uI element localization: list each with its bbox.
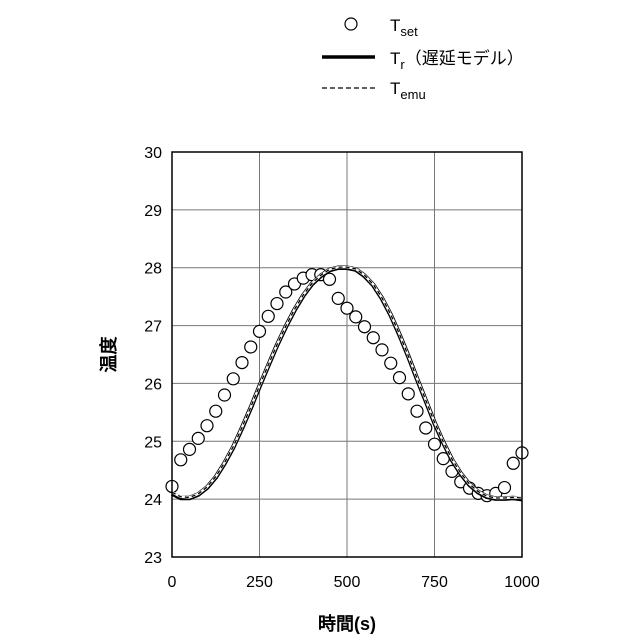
legend: Tset Tr（遅延モデル） Temu (322, 16, 524, 102)
data-point-tset (359, 321, 371, 333)
x-tick-label: 1000 (504, 574, 540, 591)
data-point-tset (184, 443, 196, 455)
data-point-tset (245, 341, 257, 353)
data-point-tset (332, 292, 344, 304)
y-tick-label: 28 (144, 261, 162, 278)
y-axis-label: 温度 (98, 336, 119, 373)
data-point-tset (227, 373, 239, 385)
data-point-tset (385, 357, 397, 369)
data-point-tset (236, 357, 248, 369)
data-point-tset (219, 389, 231, 401)
x-axis-label: 時間(s) (318, 614, 376, 634)
data-point-tset (507, 457, 519, 469)
data-point-tset (376, 344, 388, 356)
x-tick-label: 0 (168, 574, 177, 591)
grid-lines (172, 152, 522, 557)
y-tick-label: 30 (144, 145, 162, 162)
data-point-tset (192, 432, 204, 444)
data-point-tset (420, 422, 432, 434)
y-tick-label: 27 (144, 319, 162, 336)
x-tick-label: 500 (334, 574, 361, 591)
legend-label: Temu (390, 79, 426, 102)
data-point-tset (499, 482, 511, 494)
data-point-tset (429, 438, 441, 450)
y-tick-label: 24 (144, 492, 162, 509)
data-point-tset (411, 405, 423, 417)
y-tick-label: 29 (144, 203, 162, 220)
legend-label: Tset (390, 16, 418, 39)
data-point-tset (394, 372, 406, 384)
data-point-tset (175, 454, 187, 466)
data-point-tset (254, 325, 266, 337)
data-point-tset (201, 420, 213, 432)
data-point-tset (262, 310, 274, 322)
y-tick-label: 26 (144, 376, 162, 393)
data-point-tset (367, 332, 379, 344)
data-point-tset (402, 388, 414, 400)
x-tick-label: 750 (421, 574, 448, 591)
tick-labels: 23 24 25 26 27 28 29 30 0 250 500 750 1000 (144, 145, 540, 591)
x-tick-label: 250 (246, 574, 273, 591)
legend-marker-tset (345, 18, 357, 30)
data-point-tset (350, 311, 362, 323)
y-tick-label: 25 (144, 434, 162, 451)
y-tick-label: 23 (144, 550, 162, 567)
data-point-tset (271, 298, 283, 310)
legend-label: Tr（遅延モデル） (390, 48, 524, 72)
data-point-tset (210, 405, 222, 417)
